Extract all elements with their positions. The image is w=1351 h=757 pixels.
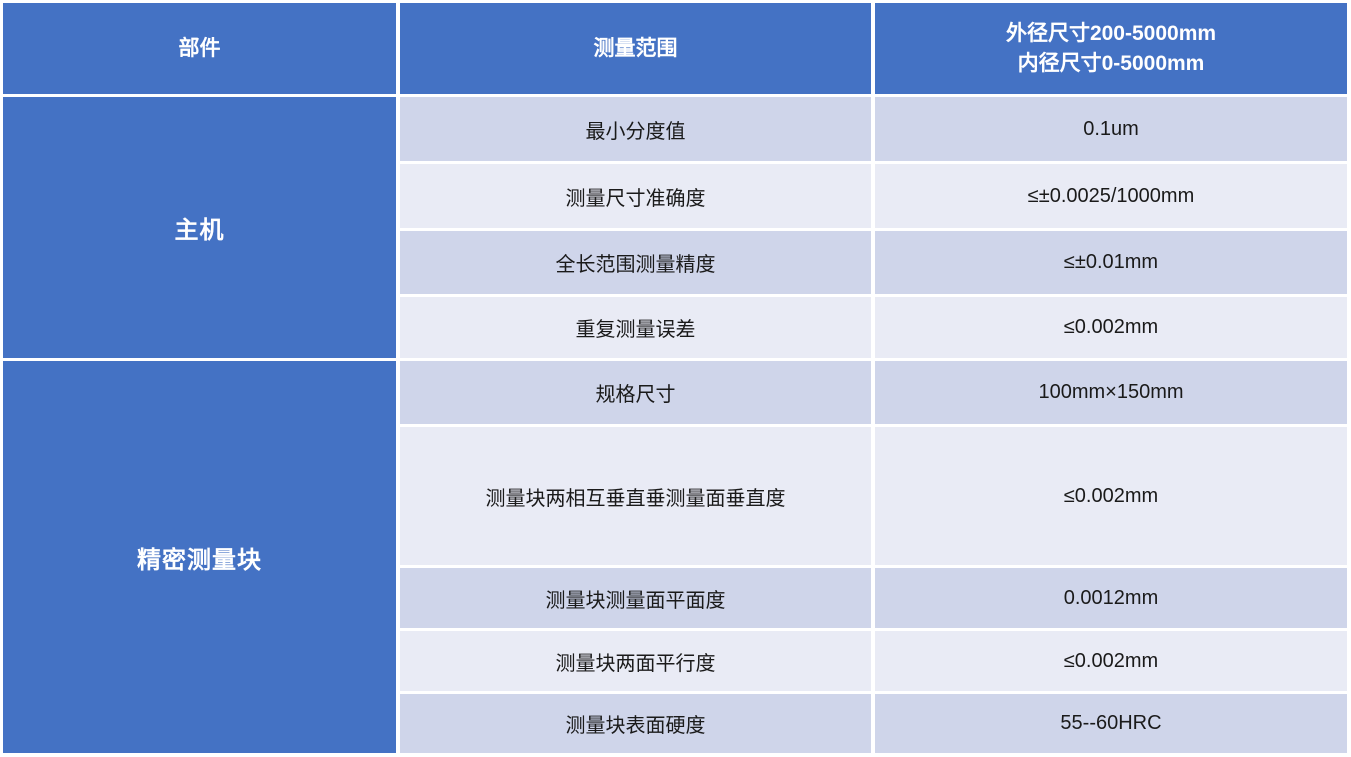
value-label: ≤0.002mm <box>1063 649 1159 672</box>
param-cell-parallelism: 测量块两面平行度 <box>400 631 871 691</box>
header-range-line1: 外径尺寸200-5000mm <box>1005 22 1217 46</box>
value-label: 55--60HRC <box>1060 712 1162 734</box>
value-cell-repeat-error: ≤0.002mm <box>875 297 1347 358</box>
param-label: 规格尺寸 <box>595 384 676 406</box>
param-label: 测量块两相互垂直垂测量面垂直度 <box>485 487 786 510</box>
value-label: 0.0012mm <box>1063 586 1159 609</box>
value-label: ≤±0.01mm <box>1063 251 1159 273</box>
value-cell-perpendicularity: ≤0.002mm <box>875 427 1347 565</box>
value-label: ≤0.002mm <box>1063 316 1159 338</box>
param-cell-min-division: 最小分度值 <box>400 97 871 161</box>
header-component-label: 部件 <box>178 36 221 60</box>
value-label: ≤±0.0025/1000mm <box>1027 184 1195 207</box>
header-parameter-label: 测量范围 <box>593 36 678 60</box>
value-cell-size-accuracy: ≤±0.0025/1000mm <box>875 164 1347 228</box>
value-label: 100mm×150mm <box>1038 381 1184 403</box>
header-cell-component: 部件 <box>3 3 396 94</box>
header-cell-parameter: 测量范围 <box>400 3 871 94</box>
value-label: ≤0.002mm <box>1063 484 1159 507</box>
component-cell-precision-block: 精密测量块 <box>3 361 396 753</box>
param-cell-repeat-error: 重复测量误差 <box>400 297 871 358</box>
param-label: 测量块表面硬度 <box>565 715 706 737</box>
value-cell-full-range-precision: ≤±0.01mm <box>875 231 1347 294</box>
value-cell-parallelism: ≤0.002mm <box>875 631 1347 691</box>
param-cell-full-range-precision: 全长范围测量精度 <box>400 231 871 294</box>
value-label: 0.1um <box>1083 117 1139 140</box>
param-label: 测量块两面平行度 <box>555 652 716 675</box>
param-cell-flatness: 测量块测量面平面度 <box>400 568 871 628</box>
value-cell-flatness: 0.0012mm <box>875 568 1347 628</box>
component-precision-block-label: 精密测量块 <box>137 546 262 574</box>
param-cell-perpendicularity: 测量块两相互垂直垂测量面垂直度 <box>400 427 871 565</box>
param-cell-size-accuracy: 测量尺寸准确度 <box>400 164 871 228</box>
param-label: 测量尺寸准确度 <box>565 187 706 210</box>
param-label: 最小分度值 <box>585 120 686 143</box>
value-cell-surface-hardness: 55--60HRC <box>875 694 1347 753</box>
component-cell-host: 主机 <box>3 97 396 358</box>
header-range-line2: 内径尺寸0-5000mm <box>1017 51 1205 75</box>
param-cell-spec-size: 规格尺寸 <box>400 361 871 424</box>
param-label: 重复测量误差 <box>575 319 696 341</box>
param-label: 测量块测量面平面度 <box>545 589 726 612</box>
header-cell-range: 外径尺寸200-5000mm 内径尺寸0-5000mm <box>875 3 1347 94</box>
component-host-label: 主机 <box>174 217 225 244</box>
param-cell-surface-hardness: 测量块表面硬度 <box>400 694 871 753</box>
value-cell-spec-size: 100mm×150mm <box>875 361 1347 424</box>
param-label: 全长范围测量精度 <box>555 254 716 276</box>
value-cell-min-division: 0.1um <box>875 97 1347 161</box>
